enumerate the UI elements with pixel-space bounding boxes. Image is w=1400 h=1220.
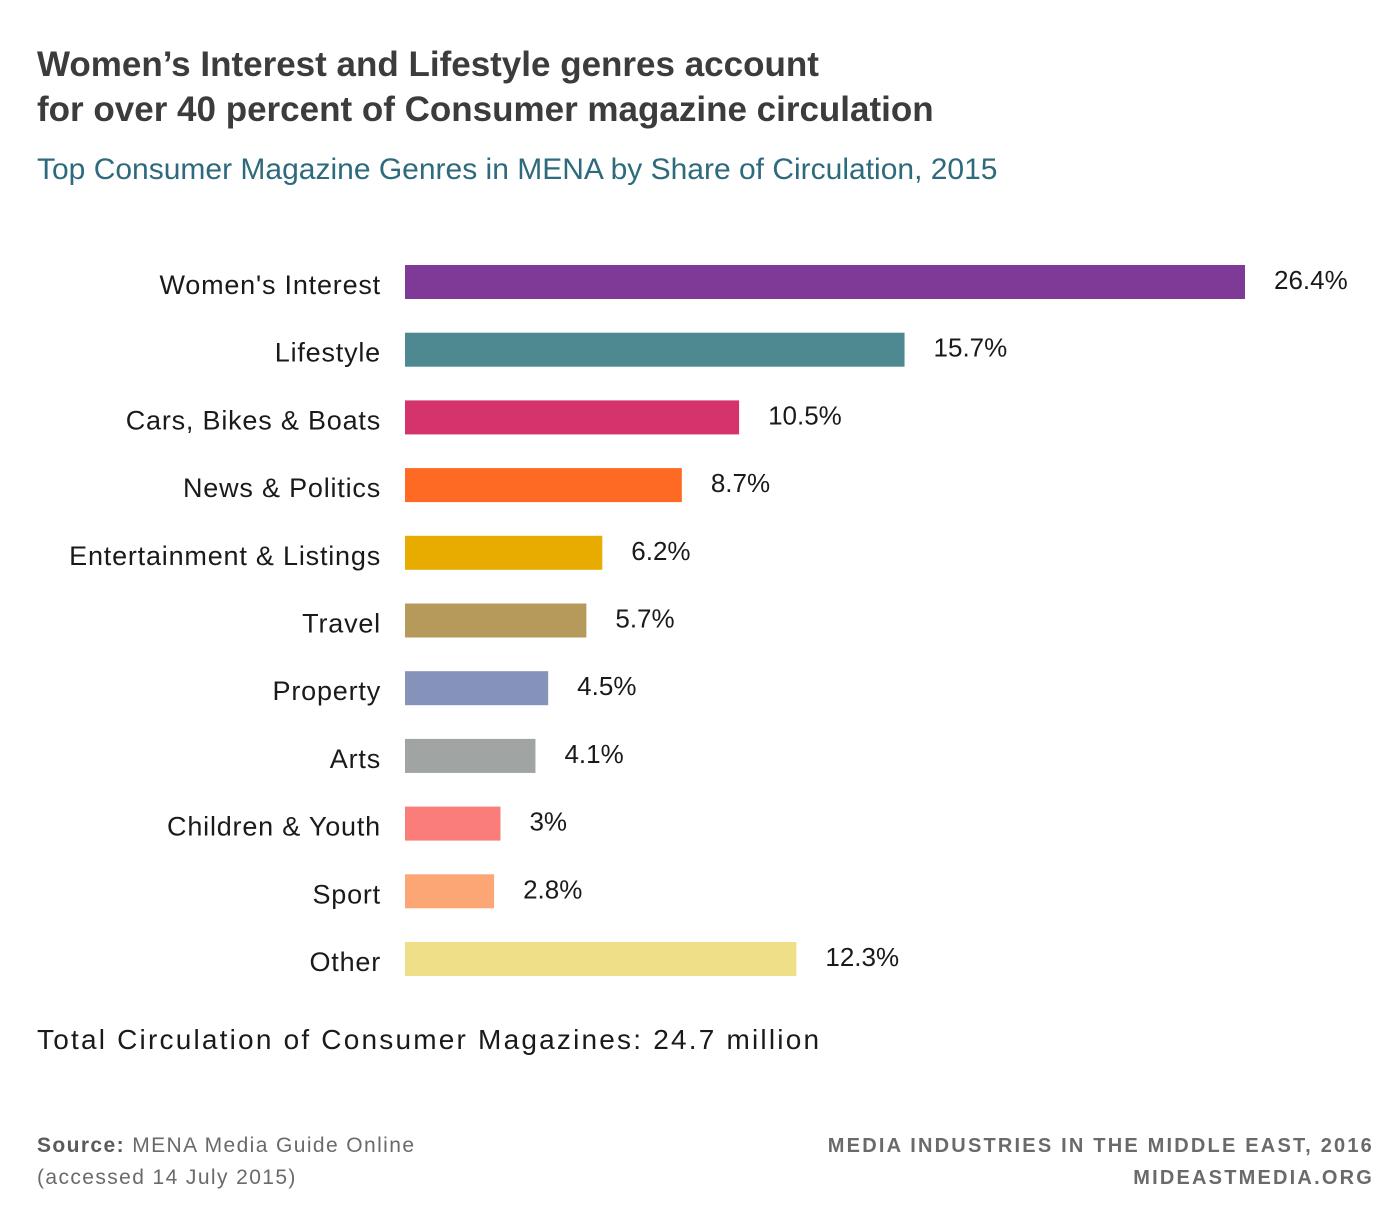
value-label-property: 4.5% (577, 671, 636, 701)
category-label-other: Other (309, 947, 381, 977)
source-text: MENA Media Guide Online (132, 1134, 416, 1157)
source-accessed: (accessed 14 July 2015) (37, 1166, 297, 1189)
category-label-news-politics: News & Politics (183, 473, 381, 503)
value-label-lifestyle: 15.7% (934, 333, 1008, 363)
bar-other (405, 942, 797, 976)
publisher-name: MEDIA INDUSTRIES IN THE MIDDLE EAST, 201… (827, 1135, 1374, 1157)
value-label-women-s-interest: 26.4% (1274, 265, 1348, 295)
source-label: Source: (37, 1134, 125, 1157)
value-label-arts: 4.1% (564, 739, 623, 769)
bar-travel (405, 603, 587, 638)
bar-property (405, 671, 549, 706)
value-label-entertainment-listings: 6.2% (631, 536, 690, 566)
chart-title-line-2: for over 40 percent of Consumer magazine… (37, 90, 934, 129)
publisher-url: MIDEASTMEDIA.ORG (1133, 1167, 1374, 1189)
total-circulation-note: Total Circulation of Consumer Magazines:… (37, 1024, 822, 1055)
chart-subtitle: Top Consumer Magazine Genres in MENA by … (37, 153, 998, 186)
value-label-travel: 5.7% (615, 604, 674, 634)
category-label-cars-bikes-boats: Cars, Bikes & Boats (126, 405, 381, 435)
category-label-lifestyle: Lifestyle (275, 338, 381, 368)
category-label-property: Property (273, 676, 381, 706)
bar-chart: Women's Interest 26.4% Lifestyle 15.7% Cars,… (69, 265, 1348, 977)
bar-cars-bikes-boats (405, 400, 740, 435)
value-label-cars-bikes-boats: 10.5% (768, 400, 842, 430)
chart-title-line-1: Women’s Interest and Lifestyle genres ac… (37, 45, 819, 84)
bar-news-politics (405, 468, 682, 503)
value-label-news-politics: 8.7% (711, 468, 770, 498)
bar-arts (405, 738, 536, 773)
chart-title: Women’s Interest and Lifestyle genres ac… (37, 42, 934, 132)
publisher-credit: MEDIA INDUSTRIES IN THE MIDDLE EAST, 201… (828, 1130, 1374, 1194)
category-label-women-s-interest: Women's Interest (159, 270, 381, 300)
bar-children-youth (405, 806, 501, 841)
source-line: Source: MENA Media Guide Online (37, 1130, 415, 1162)
category-label-children-youth: Children & Youth (167, 812, 381, 842)
value-label-sport: 2.8% (523, 874, 582, 904)
bar-lifestyle (405, 332, 905, 367)
bar-women-s-interest (405, 265, 1245, 299)
source-note: Source: MENA Media Guide Online (accesse… (37, 1130, 415, 1194)
value-label-other: 12.3% (825, 942, 899, 972)
value-label-children-youth: 3% (529, 807, 567, 837)
category-label-entertainment-listings: Entertainment & Listings (69, 541, 381, 571)
bar-entertainment-listings (405, 535, 603, 570)
bar-sport (405, 874, 495, 909)
category-label-sport: Sport (312, 879, 381, 909)
category-label-arts: Arts (330, 744, 381, 774)
category-label-travel: Travel (302, 609, 381, 639)
